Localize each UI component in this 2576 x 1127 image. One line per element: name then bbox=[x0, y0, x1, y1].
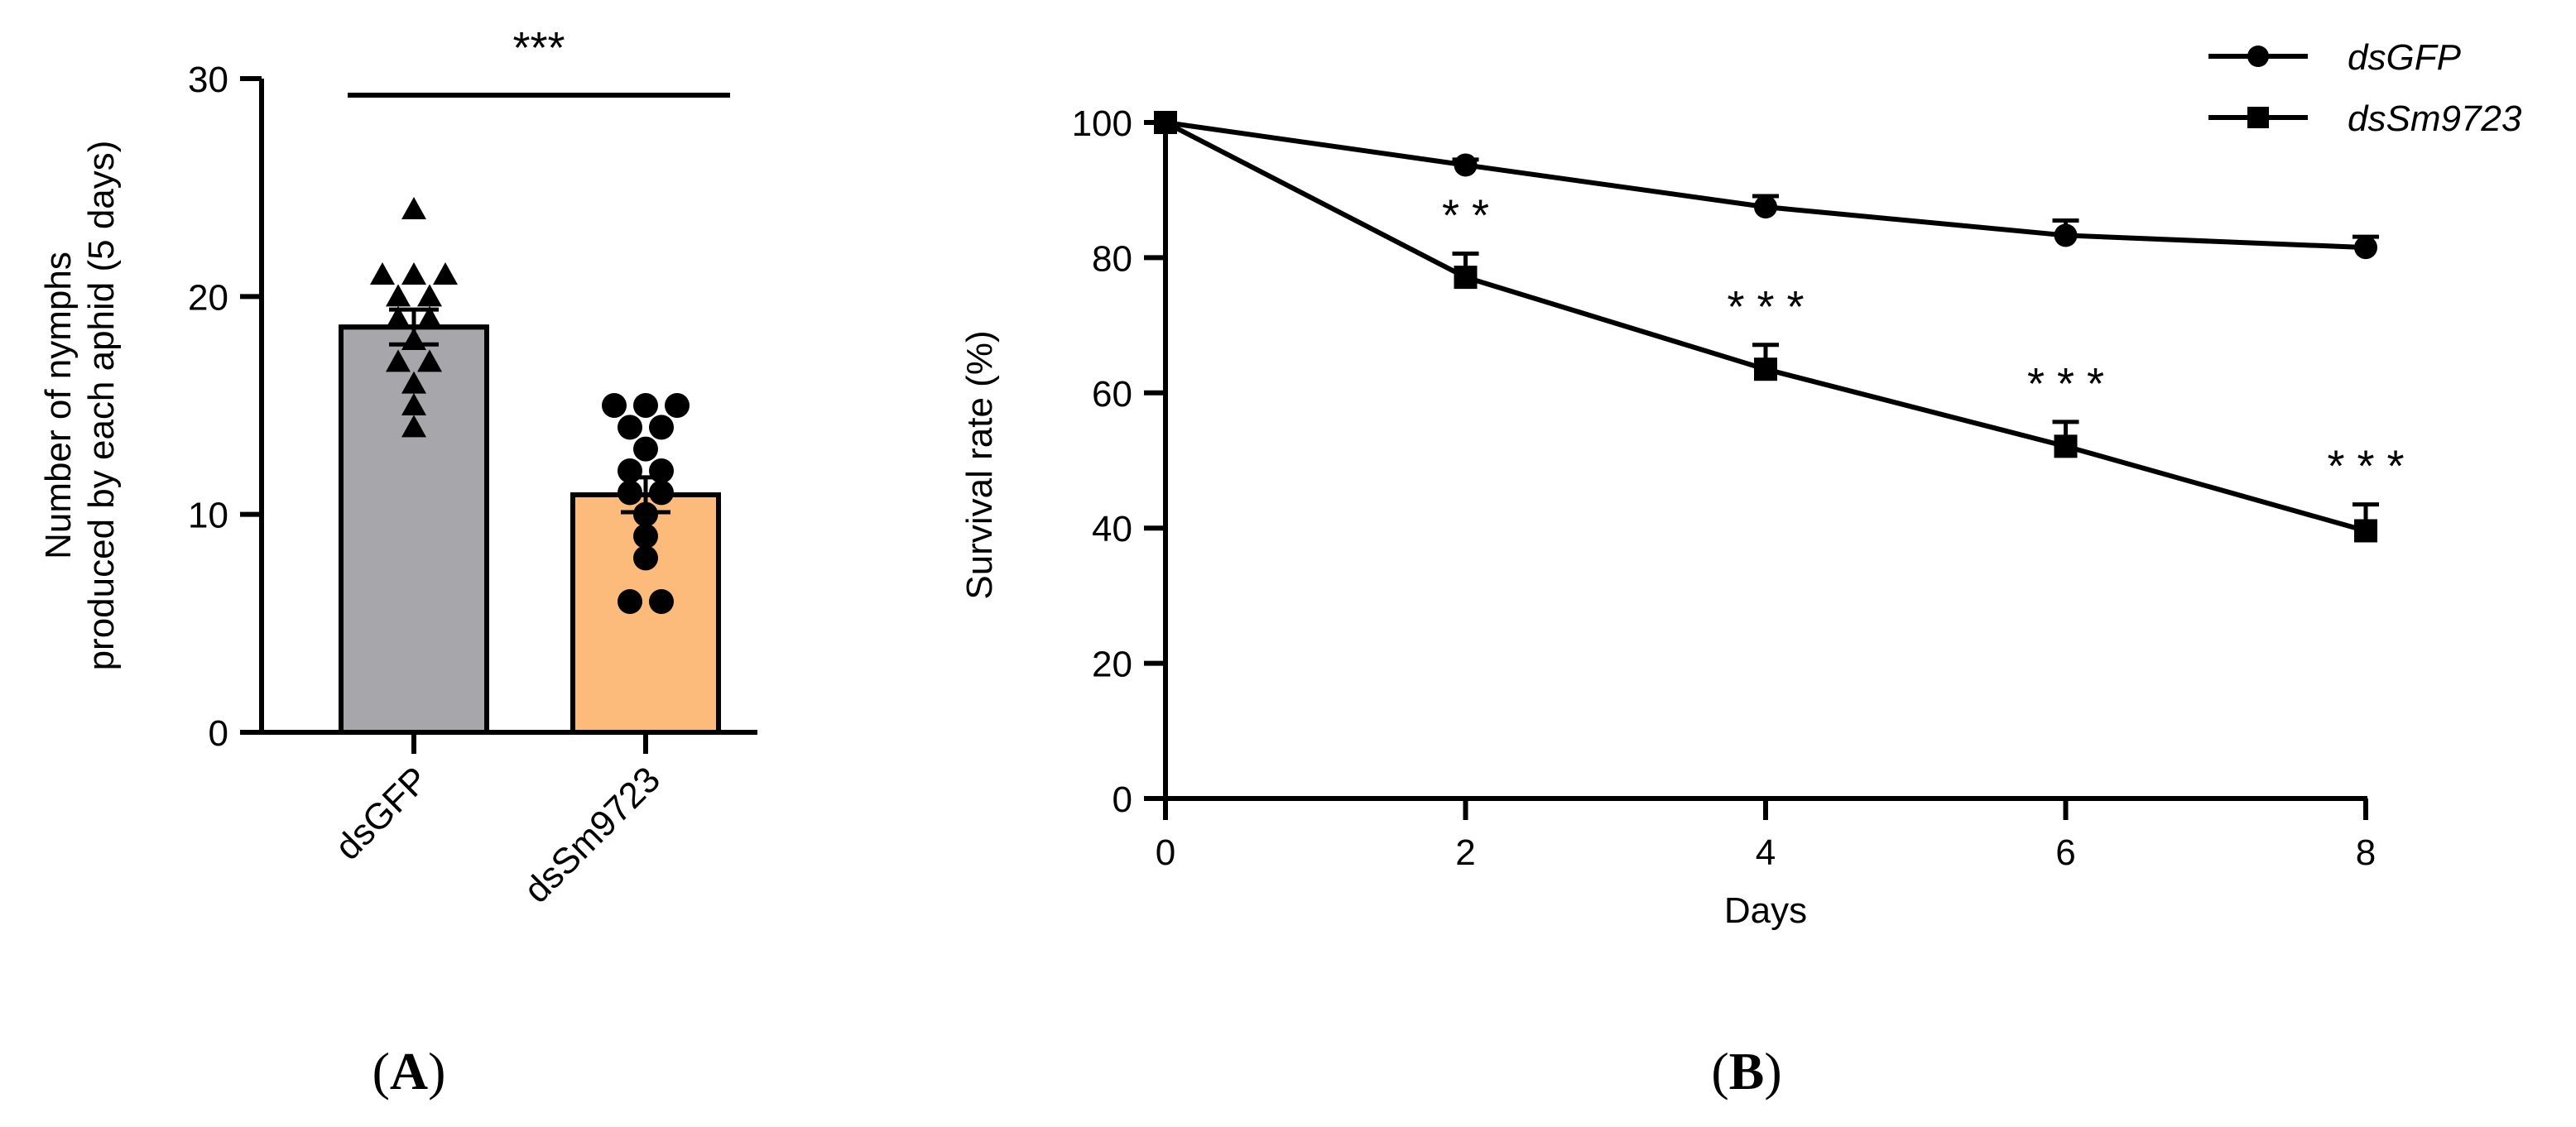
a-ytick-label: 20 bbox=[188, 277, 228, 318]
b-line-dsgfp bbox=[1165, 120, 2367, 251]
b-xtick-label: 4 bbox=[1756, 832, 1776, 873]
panel-label-b: (B) bbox=[1711, 1042, 1781, 1101]
a-ylabel-line-2: produced by each aphid (5 days) bbox=[81, 141, 122, 671]
b-xlabel: Days bbox=[1724, 890, 1807, 931]
b-ytick-label: 100 bbox=[1072, 103, 1132, 144]
b-xtick-label: 6 bbox=[2055, 832, 2075, 873]
a-ylabel-line-1: Number of nymphs bbox=[38, 252, 79, 559]
b-legend: dsGFP dsSm9723 bbox=[2208, 37, 2522, 139]
a-xtick-label: dsGFP bbox=[328, 759, 436, 867]
b-significance-stars: * * bbox=[1442, 190, 1489, 240]
a-point-circle bbox=[665, 393, 690, 418]
b-point-dssm9723 bbox=[2354, 519, 2377, 543]
panel-b-line-chart: 0 20 40 60 80 100 0 2 4 6 8 * * * * * * * * * * * Su… bbox=[959, 37, 2522, 1101]
a-point-triangle bbox=[417, 349, 442, 372]
a-point-triangle bbox=[401, 415, 426, 438]
b-ytick-label: 20 bbox=[1092, 645, 1132, 685]
a-point-triangle bbox=[386, 284, 411, 307]
a-point-circle bbox=[649, 458, 674, 483]
b-xtick-label: 0 bbox=[1156, 832, 1175, 873]
b-point-dsgfp bbox=[2354, 236, 2377, 260]
a-point-circle bbox=[633, 436, 658, 462]
a-point-circle bbox=[633, 545, 658, 571]
a-point-triangle bbox=[433, 262, 458, 285]
legend-marker-dssm9723 bbox=[2247, 107, 2269, 128]
panel-label-a: (A) bbox=[372, 1042, 446, 1101]
b-point-dssm9723 bbox=[1154, 111, 1177, 134]
b-point-dsgfp bbox=[1754, 195, 1777, 219]
b-ytick-label: 60 bbox=[1092, 374, 1132, 415]
a-point-triangle bbox=[417, 284, 442, 307]
panel-a-bar-chart: 0 10 20 30 dsGFP dsSm9723 *** Number of nymp… bbox=[38, 23, 757, 1101]
legend-marker-dsgfp bbox=[2247, 46, 2269, 67]
a-significance-stars: *** bbox=[512, 23, 565, 73]
a-point-circle bbox=[618, 458, 642, 483]
b-xtick-label: 2 bbox=[1455, 832, 1475, 873]
b-ytick-label: 40 bbox=[1092, 509, 1132, 549]
a-point-triangle bbox=[401, 393, 426, 415]
a-point-circle bbox=[618, 415, 642, 440]
b-point-dssm9723 bbox=[1454, 266, 1478, 290]
a-ytick-label: 0 bbox=[209, 713, 228, 754]
b-ylabel: Survival rate (%) bbox=[959, 330, 1000, 599]
b-ytick-label: 0 bbox=[1113, 779, 1132, 820]
b-point-dsgfp bbox=[2054, 223, 2078, 247]
a-point-circle bbox=[633, 524, 658, 549]
legend-label-dssm9723: dsSm9723 bbox=[2348, 98, 2522, 139]
b-significance-stars: * * * bbox=[1727, 282, 1804, 332]
a-point-circle bbox=[649, 589, 674, 614]
a-point-triangle bbox=[401, 262, 426, 285]
a-point-circle bbox=[618, 589, 642, 614]
a-point-circle bbox=[633, 501, 658, 527]
b-xtick-label: 8 bbox=[2356, 832, 2376, 873]
a-point-triangle bbox=[401, 197, 426, 219]
b-point-dsgfp bbox=[1454, 153, 1478, 177]
b-significance-stars: * * * bbox=[2327, 442, 2404, 492]
a-point-triangle bbox=[386, 349, 411, 372]
b-significance-stars: * * * bbox=[2027, 359, 2104, 409]
b-point-dssm9723 bbox=[2054, 434, 2078, 458]
a-point-circle bbox=[633, 393, 658, 418]
a-xtick-label: dsSm9723 bbox=[517, 759, 668, 910]
a-point-circle bbox=[602, 393, 627, 418]
a-point-triangle bbox=[417, 305, 442, 329]
b-point-dssm9723 bbox=[1754, 357, 1777, 381]
a-ytick-label: 30 bbox=[188, 60, 228, 100]
a-point-circle bbox=[649, 415, 674, 440]
a-ytick-label: 10 bbox=[188, 496, 228, 536]
a-point-triangle bbox=[401, 371, 426, 394]
b-ytick-label: 80 bbox=[1092, 238, 1132, 279]
a-point-triangle bbox=[370, 262, 395, 285]
a-point-triangle bbox=[386, 305, 411, 329]
legend-label-dsgfp: dsGFP bbox=[2348, 37, 2462, 78]
